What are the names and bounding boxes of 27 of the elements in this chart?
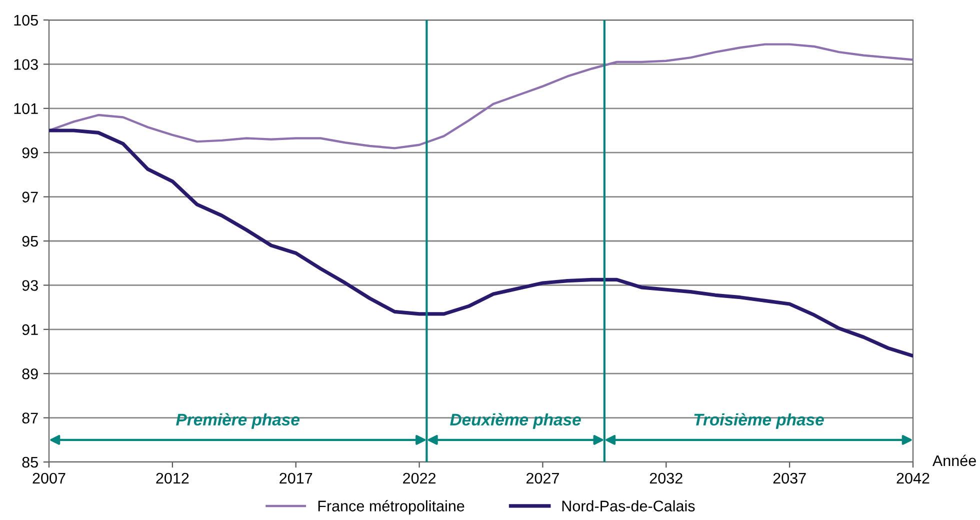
y-tick-label: 89 bbox=[22, 368, 38, 380]
line-series bbox=[49, 43, 913, 150]
x-tick-label: 2017 bbox=[280, 472, 312, 484]
annotation: Troisième phase bbox=[694, 413, 824, 429]
y-tick-label: 91 bbox=[22, 324, 38, 336]
y-tick-label: 97 bbox=[22, 192, 38, 202]
y-tick-label: 93 bbox=[22, 280, 38, 291]
y-tick-label: 103 bbox=[14, 59, 38, 70]
x-tick-label: 2012 bbox=[156, 472, 189, 484]
y-tick-label: 105 bbox=[14, 14, 38, 26]
y-tick-label: 95 bbox=[22, 236, 38, 247]
y-tick-label: 87 bbox=[22, 412, 38, 424]
y-tick-label: 85 bbox=[22, 456, 38, 468]
x-tick-label: 2027 bbox=[526, 472, 559, 484]
legend-label: France métropolitaine bbox=[318, 500, 464, 514]
y-tick-label: 101 bbox=[14, 103, 38, 114]
x-tick-label: 2042 bbox=[896, 472, 930, 484]
annotation: Deuxième phase bbox=[450, 413, 581, 429]
x-tick-label: 2032 bbox=[650, 472, 682, 484]
x-axis-title: Année bbox=[932, 454, 976, 466]
annotation: Première phase bbox=[176, 413, 300, 429]
x-tick-label: 2007 bbox=[32, 472, 66, 484]
x-tick-label: 2037 bbox=[773, 472, 806, 484]
x-tick-label: 2022 bbox=[403, 472, 436, 484]
y-tick-label: 99 bbox=[22, 147, 38, 158]
line-series bbox=[49, 128, 913, 358]
legend-label: Nord-Pas-de-Calais bbox=[562, 500, 695, 512]
